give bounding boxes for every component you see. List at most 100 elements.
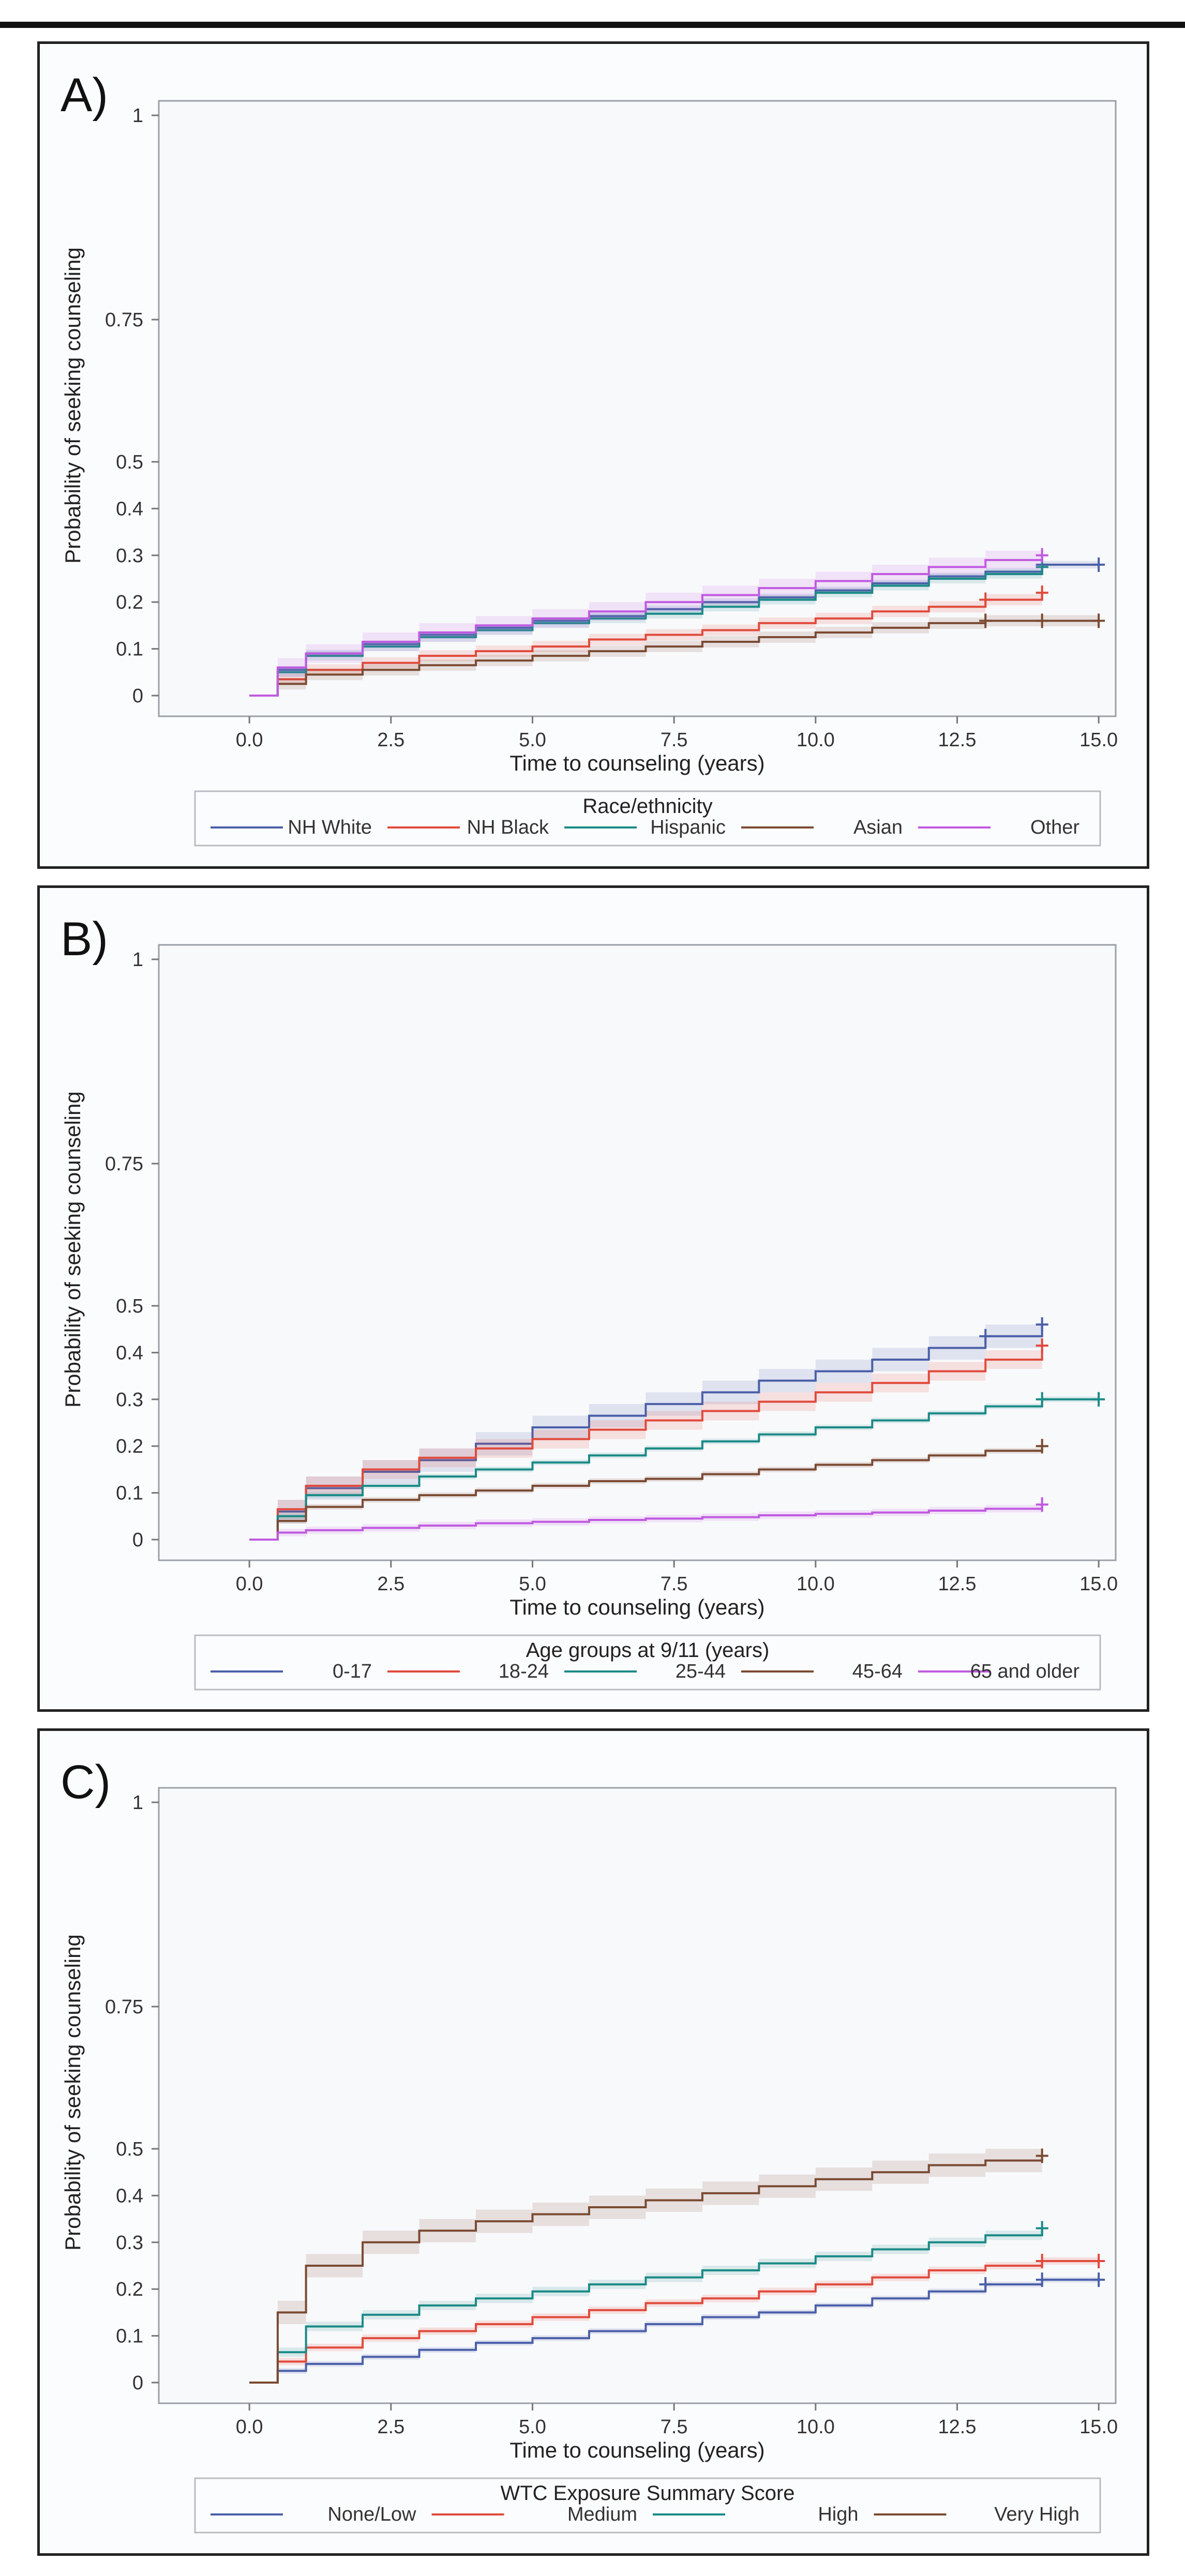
censor-mark [1036, 1439, 1048, 1454]
survival-step-line [249, 2279, 1099, 2384]
y-tick-label: 0.1 [116, 1483, 143, 1504]
x-tick-label: 0.0 [236, 1573, 263, 1595]
series-very-high [249, 2148, 1048, 2384]
x-axis-title: Time to counseling (years) [509, 1595, 764, 1619]
x-tick-label: 2.5 [377, 1573, 404, 1595]
legend-box [194, 2477, 1101, 2534]
censor-mark [979, 613, 992, 628]
x-tick-label: 15.0 [1079, 729, 1118, 751]
y-axis-title: Probability of seeking counseling [61, 1091, 85, 1408]
x-tick-label: 2.5 [377, 729, 404, 751]
x-tick-label: 10.0 [797, 1573, 835, 1595]
censor-mark [1036, 1497, 1048, 1512]
x-tick-label: 12.5 [938, 1573, 977, 1595]
x-tick-label: 0.0 [236, 729, 263, 751]
x-tick-label: 7.5 [661, 729, 688, 751]
panel-b: B) 0 0.1 0.2 0.3 0.4 0.5 0.75 1 0.0 2.5 5.0 7.5 10.0 1… [37, 885, 1149, 1712]
censor-mark [1036, 1338, 1048, 1353]
y-tick-label: 0.4 [116, 498, 143, 520]
legend-box [194, 1634, 1101, 1691]
legend-entry: Medium [567, 2504, 637, 2525]
y-tick-label: 0.3 [116, 2232, 143, 2254]
survival-step-line [249, 2156, 1043, 2384]
x-tick-label: 12.5 [938, 729, 977, 751]
panel-c: C) 0 0.1 0.2 0.3 0.4 0.5 0.75 1 0.0 2.5 5.0 7.5 10.0 1… [37, 1728, 1149, 2556]
plot-area [158, 100, 1117, 717]
legend-entry: Other [1030, 817, 1079, 838]
survival-step-line [249, 1398, 1099, 1541]
legend-entry: 0-17 [333, 1661, 372, 1682]
y-tick-label: 1 [132, 1792, 143, 1814]
x-tick-label: 2.5 [377, 2416, 404, 2438]
y-tick-label: 0.1 [116, 2326, 143, 2347]
x-axis-title: Time to counseling (years) [509, 2438, 764, 2462]
legend-title: Age groups at 9/11 (years) [526, 1639, 770, 1662]
top-rule [0, 22, 1185, 28]
x-tick-label: 5.0 [519, 729, 546, 751]
censor-mark [1036, 2221, 1048, 2236]
legend-entry: Hispanic [650, 817, 726, 838]
censor-mark [1036, 2253, 1048, 2268]
y-tick-label: 0.2 [116, 1436, 143, 1457]
panel-label-a: A) [61, 69, 108, 122]
legend-entry: NH White [288, 817, 372, 838]
y-tick-label: 1 [132, 949, 143, 971]
survival-step-line [249, 1504, 1043, 1541]
legend: Age groups at 9/11 (years) 0-17 18-24 25-44… [194, 1634, 1101, 1691]
censor-mark [1092, 2253, 1105, 2268]
censor-mark [1036, 613, 1048, 628]
y-tick-label: 0.2 [116, 592, 143, 613]
y-tick-label: 1 [132, 105, 143, 127]
censor-mark [1036, 2148, 1048, 2163]
legend-box [194, 790, 1101, 847]
x-axis-title: Time to counseling (years) [509, 751, 764, 775]
series-45-64 [249, 1439, 1048, 1541]
x-tick-label: 15.0 [1079, 1573, 1118, 1595]
survival-step-line [249, 2228, 1043, 2384]
panel-a: A) 0 0.1 0.2 0.3 0.4 0.5 0.75 1 0.0 2.5 5.0 7.5 10.0 1… [37, 41, 1149, 869]
legend: Race/ethnicity NH White NH Black Hispanic As… [194, 790, 1101, 847]
series-asian [249, 613, 1105, 697]
legend-title: Race/ethnicity [582, 795, 712, 818]
survival-step-line [249, 1446, 1043, 1541]
y-tick-label: 0.75 [105, 1153, 143, 1175]
legend-entry: None/Low [327, 2504, 416, 2525]
legend: WTC Exposure Summary Score None/Low Medium… [194, 2477, 1101, 2534]
x-tick-label: 5.0 [519, 2416, 546, 2438]
y-tick-label: 0 [132, 2372, 143, 2394]
censor-mark [1036, 585, 1048, 600]
y-tick-label: 0 [132, 1529, 143, 1551]
y-tick-label: 0.75 [105, 1996, 143, 2018]
censor-mark [1092, 613, 1105, 628]
censor-mark [1092, 1392, 1105, 1407]
y-tick-label: 0.4 [116, 1342, 143, 1364]
y-tick-label: 0.2 [116, 2279, 143, 2300]
y-axis-title: Probability of seeking counseling [61, 247, 85, 564]
y-tick-label: 0.4 [116, 2185, 143, 2207]
censor-mark [1036, 548, 1048, 563]
censor-mark [979, 1329, 992, 1344]
x-tick-label: 7.5 [661, 2416, 688, 2438]
y-tick-label: 0.3 [116, 1389, 143, 1411]
legend-entry: NH Black [467, 817, 549, 838]
series-other [249, 548, 1048, 697]
legend-entry: 18-24 [499, 1661, 549, 1682]
series-0-17 [249, 1317, 1048, 1541]
censor-mark [979, 2277, 992, 2292]
censor-mark [1036, 2272, 1048, 2287]
legend-entry: 25-44 [676, 1661, 726, 1682]
legend-entry: High [818, 2504, 858, 2525]
plot-area [158, 1787, 1117, 2404]
x-tick-label: 7.5 [661, 1573, 688, 1595]
legend-entry: 65 and older [970, 1661, 1080, 1682]
censor-mark [1092, 557, 1105, 572]
series-65-and-older [249, 1497, 1048, 1541]
series-high [249, 2221, 1048, 2384]
y-tick-label: 0 [132, 685, 143, 707]
series-25-44 [249, 1392, 1105, 1541]
x-tick-label: 10.0 [797, 729, 835, 751]
series-none-low [249, 2272, 1105, 2384]
